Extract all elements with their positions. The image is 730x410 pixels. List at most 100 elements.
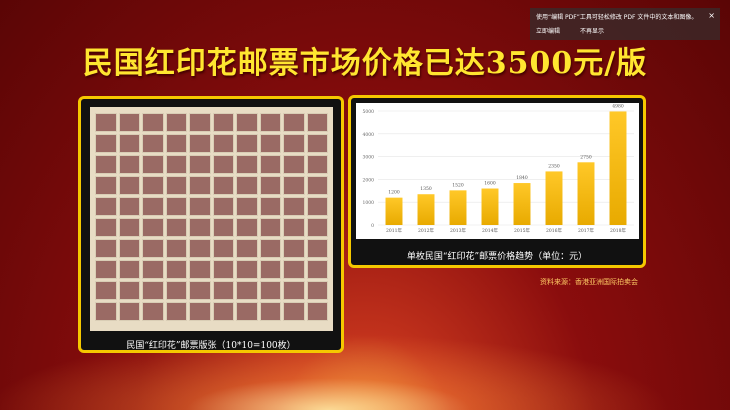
bar bbox=[545, 171, 563, 225]
close-icon[interactable]: × bbox=[708, 11, 715, 20]
stamp bbox=[95, 281, 117, 300]
stamp bbox=[118, 239, 140, 258]
stamp bbox=[259, 113, 281, 132]
stamp bbox=[283, 218, 305, 237]
stamp bbox=[189, 260, 211, 279]
stamp bbox=[142, 281, 164, 300]
stamp bbox=[212, 281, 234, 300]
stamp bbox=[236, 197, 258, 216]
stamp bbox=[142, 239, 164, 258]
stamp bbox=[283, 302, 305, 321]
stamp bbox=[306, 176, 328, 195]
stamp bbox=[142, 176, 164, 195]
stamp bbox=[283, 155, 305, 174]
stamp bbox=[212, 302, 234, 321]
stamp bbox=[189, 197, 211, 216]
stamp bbox=[118, 197, 140, 216]
stamp bbox=[118, 218, 140, 237]
stamp bbox=[95, 260, 117, 279]
stamp bbox=[283, 134, 305, 153]
stamp bbox=[118, 281, 140, 300]
stamp bbox=[283, 197, 305, 216]
stamp bbox=[259, 176, 281, 195]
stamp bbox=[95, 302, 117, 321]
data-label: 4980 bbox=[612, 103, 624, 109]
stamp bbox=[189, 302, 211, 321]
bar bbox=[609, 111, 627, 225]
data-label: 2350 bbox=[548, 163, 560, 169]
x-tick-label: 2013年 bbox=[450, 227, 466, 234]
stamp bbox=[283, 281, 305, 300]
y-tick-label: 4000 bbox=[363, 132, 375, 138]
stamp bbox=[189, 134, 211, 153]
data-label: 1520 bbox=[452, 182, 464, 188]
data-label: 1200 bbox=[388, 190, 400, 196]
stamp bbox=[165, 197, 187, 216]
stamp bbox=[283, 260, 305, 279]
stamp bbox=[212, 260, 234, 279]
stamp bbox=[212, 239, 234, 258]
stamp bbox=[118, 176, 140, 195]
page-title: 民国红印花邮票市场价格已达3500元/版 bbox=[82, 46, 648, 81]
stamp bbox=[165, 113, 187, 132]
stamp bbox=[189, 281, 211, 300]
stamp bbox=[259, 197, 281, 216]
stamp bbox=[142, 113, 164, 132]
stamp bbox=[212, 113, 234, 132]
stamp-sheet-panel: 民国“红印花”邮票版张（10*10=100枚） bbox=[78, 96, 344, 353]
stamp bbox=[306, 260, 328, 279]
stamp bbox=[259, 281, 281, 300]
stamp bbox=[259, 155, 281, 174]
stamp bbox=[283, 113, 305, 132]
stamp bbox=[165, 155, 187, 174]
stamp bbox=[118, 260, 140, 279]
bar bbox=[417, 194, 435, 225]
y-tick-label: 0 bbox=[371, 223, 374, 229]
stamp bbox=[306, 218, 328, 237]
stamp bbox=[165, 281, 187, 300]
dont-show-link[interactable]: 不再显示 bbox=[579, 28, 604, 35]
x-tick-label: 2016年 bbox=[546, 227, 562, 234]
bar bbox=[577, 162, 595, 225]
stamp bbox=[212, 155, 234, 174]
stamp bbox=[236, 260, 258, 279]
stamp bbox=[95, 176, 117, 195]
bar bbox=[385, 197, 403, 225]
source-note: 资料来源：香港亚洲国际拍卖会 bbox=[540, 278, 638, 286]
chart-caption: 单枚民国“红印花”邮票价格趋势（单位：元） bbox=[406, 252, 588, 262]
y-tick-label: 2000 bbox=[363, 177, 375, 183]
stamp bbox=[306, 113, 328, 132]
stamp bbox=[236, 176, 258, 195]
x-tick-label: 2017年 bbox=[578, 227, 594, 234]
stamp bbox=[142, 218, 164, 237]
x-tick-label: 2014年 bbox=[482, 227, 498, 234]
stamp bbox=[212, 134, 234, 153]
stamp bbox=[189, 155, 211, 174]
stamp-sheet-image bbox=[90, 107, 333, 331]
stamp bbox=[118, 134, 140, 153]
data-label: 1840 bbox=[516, 175, 528, 181]
stamp bbox=[165, 302, 187, 321]
stamp bbox=[95, 218, 117, 237]
edit-now-link[interactable]: 立即编辑 bbox=[536, 28, 561, 35]
stamp bbox=[142, 302, 164, 321]
stamp bbox=[142, 134, 164, 153]
stamp bbox=[165, 260, 187, 279]
x-tick-label: 2012年 bbox=[418, 227, 434, 234]
stamp bbox=[189, 176, 211, 195]
stamp bbox=[142, 155, 164, 174]
stamp bbox=[259, 239, 281, 258]
stamp bbox=[165, 239, 187, 258]
x-tick-label: 2018年 bbox=[610, 227, 626, 234]
data-label: 1600 bbox=[484, 181, 496, 187]
x-tick-label: 2015年 bbox=[514, 227, 530, 234]
y-tick-label: 3000 bbox=[363, 155, 375, 161]
stamp bbox=[306, 281, 328, 300]
stamp bbox=[142, 197, 164, 216]
stamp bbox=[283, 239, 305, 258]
stamp bbox=[95, 155, 117, 174]
data-label: 2750 bbox=[580, 154, 592, 160]
stamp bbox=[212, 197, 234, 216]
stamp bbox=[236, 239, 258, 258]
price-bar-chart: 0 1000 2000 3000 4000 5000 1200 2011年 1350 2012年 1… bbox=[363, 103, 634, 234]
